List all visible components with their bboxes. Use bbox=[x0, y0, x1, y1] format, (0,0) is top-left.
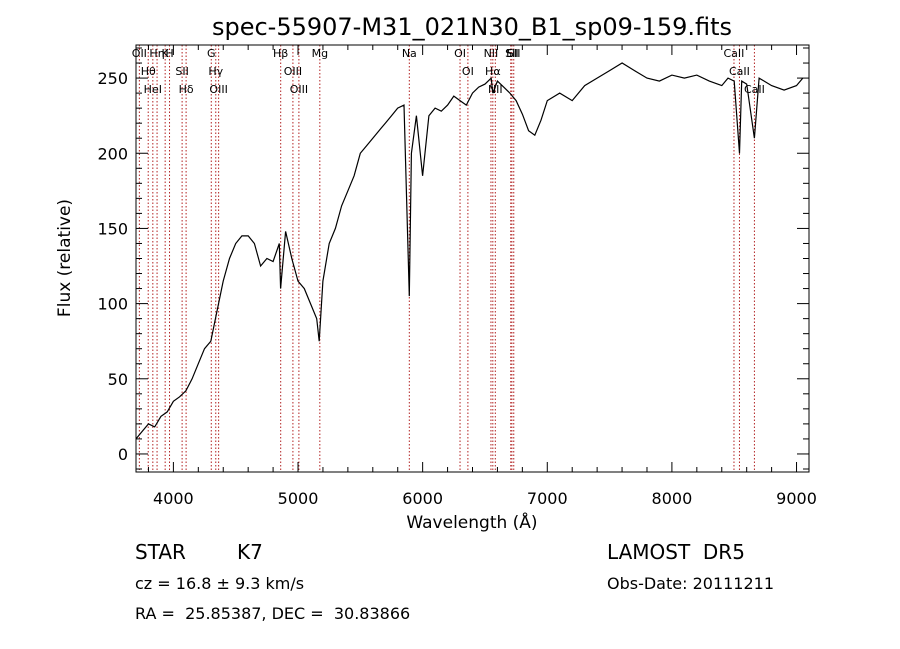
coordinates-readout: RA = 25.85387, DEC = 30.83866 bbox=[135, 604, 411, 623]
x-tick-label: 4000 bbox=[153, 489, 194, 508]
line-marker-label: SII bbox=[507, 47, 520, 60]
x-tick-label: 5000 bbox=[278, 489, 319, 508]
plot-frame bbox=[135, 44, 810, 473]
observation-date: Obs-Date: 20111211 bbox=[607, 574, 775, 593]
line-marker-label: Mg bbox=[312, 47, 328, 60]
x-tick-label: 8000 bbox=[652, 489, 693, 508]
line-marker-label: Hα bbox=[485, 65, 501, 78]
line-marker-label: G bbox=[207, 47, 216, 60]
line-marker-label: Li bbox=[506, 47, 515, 60]
object-class: STAR bbox=[135, 540, 186, 564]
line-marker-label: CaII bbox=[724, 47, 745, 60]
redshift-readout: cz = 16.8 ± 9.3 km/s bbox=[135, 574, 305, 593]
survey-name: LAMOST DR5 bbox=[607, 540, 745, 564]
x-tick-label: 6000 bbox=[402, 489, 443, 508]
line-marker-label: SII bbox=[505, 47, 518, 60]
line-marker-label: CaII bbox=[744, 83, 765, 96]
y-tick-label: 250 bbox=[97, 69, 128, 88]
line-marker-label: Hθ bbox=[141, 65, 156, 78]
line-marker-label: Hδ bbox=[179, 83, 194, 96]
line-marker-label: CaII bbox=[729, 65, 750, 78]
y-tick-label: 200 bbox=[97, 144, 128, 163]
y-tick-label: 100 bbox=[97, 295, 128, 314]
y-tick-label: 150 bbox=[97, 219, 128, 238]
x-axis-label: Wavelength (Å) bbox=[406, 511, 537, 533]
line-marker-label: OI bbox=[462, 65, 474, 78]
line-marker-label: HeI bbox=[144, 83, 162, 96]
line-marker-label: Hη bbox=[149, 47, 164, 60]
line-marker-label: OIII bbox=[209, 83, 227, 96]
line-marker-label: SII bbox=[175, 65, 188, 78]
line-marker-label: Hγ bbox=[208, 65, 223, 78]
y-tick-label: 0 bbox=[118, 445, 128, 464]
line-marker-label: OIII bbox=[284, 65, 302, 78]
line-marker-label: NII bbox=[484, 47, 499, 60]
y-axis-ticks: 0 50 100 150 200 250 bbox=[97, 47, 809, 470]
x-axis-ticks: 4000 5000 6000 7000 8000 9000 bbox=[147, 45, 817, 508]
line-marker-label: H bbox=[165, 47, 173, 60]
y-axis-label: Flux (relative) bbox=[55, 199, 75, 317]
spectrum-line bbox=[135, 62, 804, 440]
line-marker-label: Hβ bbox=[273, 47, 288, 60]
line-markers bbox=[138, 45, 755, 472]
chart-title: spec-55907-M31_021N30_B1_sp09-159.fits bbox=[212, 13, 732, 41]
object-subclass: K7 bbox=[237, 540, 263, 564]
line-marker-label: K bbox=[162, 47, 170, 60]
spectrum-series bbox=[135, 62, 804, 440]
line-marker-label: OIII bbox=[290, 83, 308, 96]
x-tick-label: 7000 bbox=[527, 489, 568, 508]
line-marker-label: OI bbox=[454, 47, 466, 60]
x-tick-label: 9000 bbox=[776, 489, 817, 508]
line-marker-label: Na bbox=[402, 47, 417, 60]
y-tick-label: 50 bbox=[108, 370, 128, 389]
line-marker-label: OII bbox=[132, 47, 147, 60]
